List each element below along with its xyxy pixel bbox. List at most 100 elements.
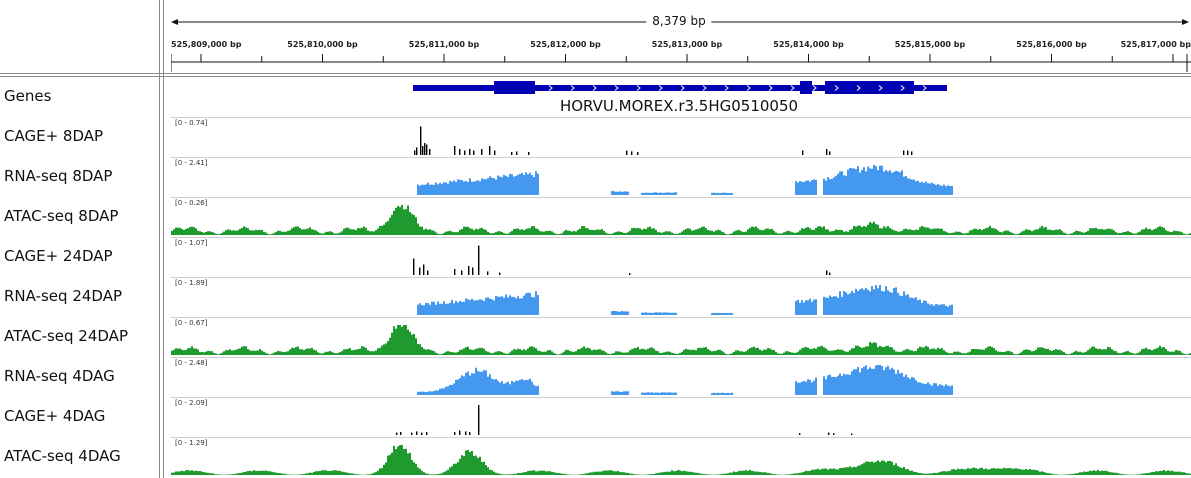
panel-divider-inner xyxy=(163,0,164,478)
cage-spike xyxy=(454,432,456,435)
cage-spike xyxy=(423,264,425,275)
track-data-range: [0 - 0.74] xyxy=(175,119,208,127)
strand-arrow xyxy=(570,85,575,91)
cage-spike xyxy=(637,152,639,155)
cage-spike xyxy=(478,245,480,275)
strand-arrow xyxy=(680,85,685,91)
track-label[interactable]: ATAC-seq 8DAP xyxy=(4,207,119,225)
track-label[interactable]: CAGE+ 24DAP xyxy=(4,247,113,265)
cage-spike xyxy=(826,270,828,275)
strand-arrow xyxy=(724,85,729,91)
cage-spike xyxy=(833,433,835,435)
cage-spike xyxy=(494,150,496,155)
cage-spike xyxy=(478,405,480,435)
cage-spike xyxy=(464,150,466,155)
track-label[interactable]: CAGE+ 8DAP xyxy=(4,127,104,145)
ruler-tick-label: 525,817,000 bp xyxy=(1120,40,1191,49)
track-label[interactable]: ATAC-seq 24DAP xyxy=(4,327,128,345)
cage-spike xyxy=(907,150,909,155)
strand-arrow xyxy=(636,85,641,91)
span-length-label: 8,379 bp xyxy=(646,14,712,28)
ruler-tick-label: 525,813,000 bp xyxy=(651,40,723,49)
cage-spike xyxy=(465,431,467,435)
strand-arrow xyxy=(878,85,883,91)
ruler-tick-label: 525,809,000 bp xyxy=(171,40,242,49)
gene-exon xyxy=(800,81,812,94)
strand-arrow xyxy=(548,85,553,91)
rna-area xyxy=(171,365,1191,395)
strand-arrow xyxy=(746,85,751,91)
track-data-range: [0 - 0.26] xyxy=(175,199,208,207)
ruler-tick-label: 525,816,000 bp xyxy=(1016,40,1087,49)
cage-spike xyxy=(528,152,530,155)
cage-spike xyxy=(414,150,416,155)
cage-spike xyxy=(631,151,633,155)
gene-exon xyxy=(825,81,914,94)
cage-spike xyxy=(459,149,461,155)
track-label[interactable]: RNA-seq 4DAG xyxy=(4,367,115,385)
genome-ruler[interactable]: 8,379 bp 525,809,000 bp 525,810,000 bp 525… xyxy=(171,0,1191,73)
span-arrow-left xyxy=(171,19,178,25)
signal-cage xyxy=(396,405,853,435)
cage-spike xyxy=(400,432,402,435)
track-data-range: [0 - 1.07] xyxy=(175,239,208,247)
cage-spike xyxy=(516,151,518,155)
cage-spike xyxy=(461,270,463,275)
data-panel[interactable]: HORVU.MOREX.r3.5HG0510050 [0 - 0.74] [0 -… xyxy=(171,77,1191,478)
cage-spike xyxy=(826,149,828,155)
cage-spike xyxy=(829,151,831,155)
track-label[interactable]: ATAC-seq 4DAG xyxy=(4,447,121,465)
signal-rna xyxy=(171,365,1191,395)
track-label[interactable]: RNA-seq 24DAP xyxy=(4,287,123,305)
cage-spike xyxy=(828,432,830,435)
signal-rna xyxy=(171,165,1191,195)
signal-rna xyxy=(171,285,1191,315)
track-label[interactable]: RNA-seq 8DAP xyxy=(4,167,113,185)
track-label[interactable]: Genes xyxy=(4,87,52,105)
track-label[interactable]: CAGE+ 4DAG xyxy=(4,407,106,425)
panel-divider[interactable] xyxy=(159,0,160,478)
cage-spike xyxy=(511,152,513,155)
atac-area xyxy=(171,445,1191,475)
strand-arrow xyxy=(592,85,597,91)
cage-spike xyxy=(396,432,398,435)
atac-area xyxy=(171,205,1191,235)
cage-spike xyxy=(802,150,804,155)
signal-cage xyxy=(414,126,913,155)
signal-cage xyxy=(413,245,831,275)
track-data-range: [0 - 1.89] xyxy=(175,279,208,287)
rna-area xyxy=(171,165,1191,195)
cage-spike xyxy=(799,433,801,435)
track-data-range: [0 - 2.09] xyxy=(175,399,208,407)
cage-spike xyxy=(469,149,471,155)
cage-spike xyxy=(489,146,491,155)
cage-spike xyxy=(426,144,428,155)
cage-spike xyxy=(416,147,418,155)
track-data-range: [0 - 1.29] xyxy=(175,439,208,447)
cage-spike xyxy=(416,431,418,435)
gene-name-label[interactable]: HORVU.MOREX.r3.5HG0510050 xyxy=(559,97,799,115)
strand-arrow xyxy=(834,85,839,91)
cage-spike xyxy=(903,150,905,155)
rna-area xyxy=(171,285,1191,315)
ruler-tick-label: 525,812,000 bp xyxy=(530,40,601,49)
span-arrow-right xyxy=(1182,19,1189,25)
cage-spike xyxy=(468,266,470,275)
cage-spike xyxy=(419,267,421,275)
cage-spike xyxy=(413,258,415,275)
cage-spike xyxy=(427,270,429,275)
cage-spike xyxy=(429,149,431,155)
strand-arrow xyxy=(614,85,619,91)
atac-area xyxy=(171,325,1191,355)
strand-arrow xyxy=(790,85,795,91)
cage-spike xyxy=(459,430,461,435)
strand-arrow xyxy=(768,85,773,91)
header-divider-inner xyxy=(0,76,1191,77)
cage-spike xyxy=(422,146,424,155)
header-divider xyxy=(0,73,1191,74)
strand-arrow xyxy=(702,85,707,91)
cage-spike xyxy=(426,432,428,435)
strand-arrow xyxy=(658,85,663,91)
track-data-range: [0 - 2.41] xyxy=(175,159,208,167)
gene-intron xyxy=(535,86,800,91)
